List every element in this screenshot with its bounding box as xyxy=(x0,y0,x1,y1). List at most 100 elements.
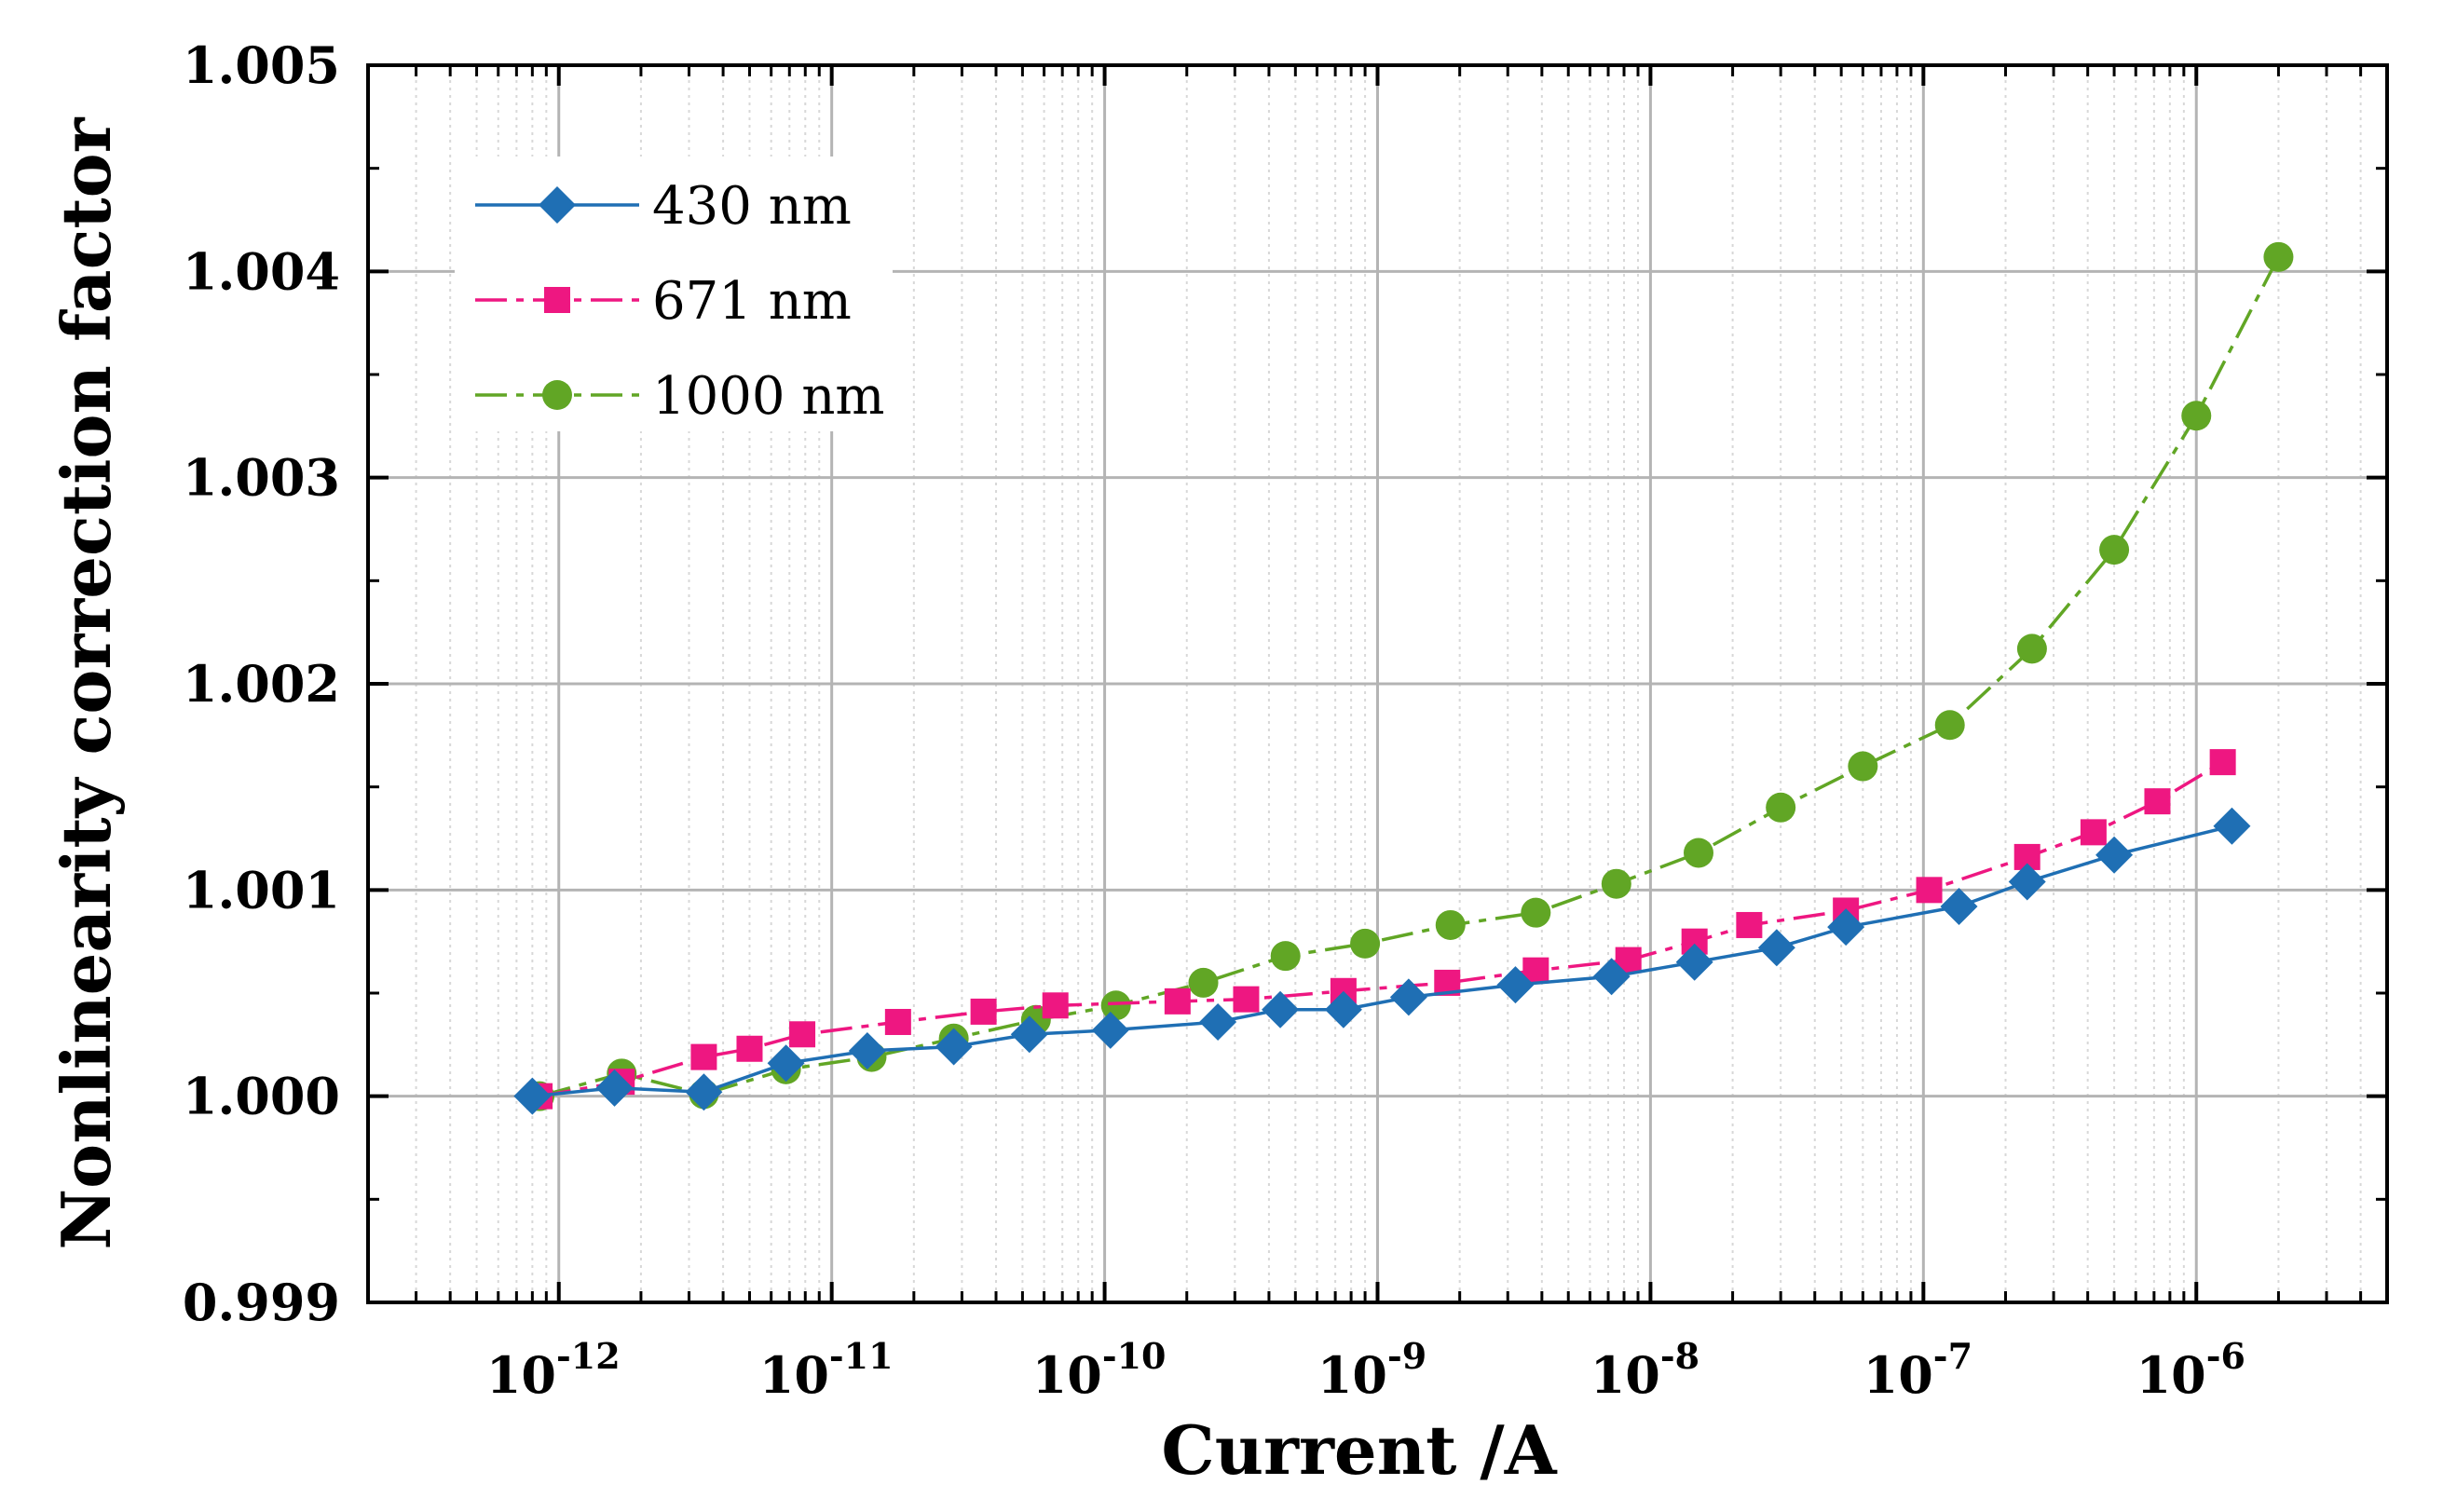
data-point-671-nm xyxy=(2080,819,2107,846)
series-1000-nm xyxy=(525,241,2294,1111)
x-tick-base: 10 xyxy=(1032,1345,1102,1405)
data-point-430-nm xyxy=(1091,1011,1129,1049)
data-point-1000-nm xyxy=(1934,710,1965,741)
x-tick-base: 10 xyxy=(486,1345,556,1405)
data-point-1000-nm xyxy=(1601,868,1631,899)
legend-marker-430-nm xyxy=(539,186,576,224)
x-tick-label: 10-6 xyxy=(2136,1335,2245,1405)
x-tick-base: 10 xyxy=(2136,1345,2206,1405)
data-point-671-nm xyxy=(1916,877,1943,904)
x-tick-exponent: -7 xyxy=(1933,1335,1972,1377)
x-tick-base: 10 xyxy=(1863,1345,1933,1405)
data-point-1000-nm xyxy=(1521,897,1551,928)
x-axis-title: Current /A xyxy=(1161,1410,1557,1490)
y-tick-label: 1.002 xyxy=(183,654,340,714)
x-tick-exponent: -9 xyxy=(1387,1335,1426,1377)
data-point-1000-nm xyxy=(1350,928,1381,959)
data-point-1000-nm xyxy=(2016,633,2047,664)
data-point-430-nm xyxy=(1940,888,1978,926)
x-tick-exponent: -12 xyxy=(556,1335,621,1377)
x-tick-label: 10-10 xyxy=(1032,1335,1167,1405)
series-line-1000-nm xyxy=(539,255,2280,1098)
x-tick-exponent: -11 xyxy=(829,1335,894,1377)
series-layer xyxy=(513,241,2294,1115)
y-tick-label: 1.005 xyxy=(183,35,340,95)
data-point-671-nm xyxy=(1233,986,1260,1013)
data-point-430-nm xyxy=(1675,943,1713,981)
data-point-430-nm xyxy=(935,1028,973,1066)
y-tick-label: 1.001 xyxy=(183,860,340,919)
x-tick-labels: 10-12 10-11 10-10 10-9 10-8 10-7 10-6 xyxy=(486,1335,2245,1405)
x-tick-exponent: -8 xyxy=(1660,1335,1699,1377)
legend-background xyxy=(455,157,893,431)
x-tick-exponent: -6 xyxy=(2206,1335,2245,1377)
data-point-1000-nm xyxy=(1435,909,1466,940)
x-tick-label: 10-11 xyxy=(759,1335,894,1405)
y-tick-label: 1.003 xyxy=(183,448,340,508)
data-point-430-nm xyxy=(848,1031,886,1069)
data-point-430-nm xyxy=(685,1073,723,1111)
data-point-671-nm xyxy=(2209,749,2236,776)
data-point-430-nm xyxy=(1010,1015,1048,1054)
x-tick-base: 10 xyxy=(759,1345,829,1405)
data-point-1000-nm xyxy=(1100,990,1131,1021)
data-point-1000-nm xyxy=(2099,535,2130,565)
y-tick-label: 0.999 xyxy=(183,1273,340,1332)
data-point-430-nm xyxy=(1262,990,1300,1028)
data-point-430-nm xyxy=(1757,929,1795,967)
legend-label: 671 nm xyxy=(652,271,852,332)
data-point-430-nm xyxy=(2213,807,2251,845)
data-point-430-nm xyxy=(2008,863,2046,901)
data-point-671-nm xyxy=(884,1008,911,1035)
x-tick-label: 10-12 xyxy=(486,1335,621,1405)
y-tick-label: 1.000 xyxy=(183,1067,340,1126)
data-point-671-nm xyxy=(789,1021,816,1048)
x-tick-base: 10 xyxy=(1317,1345,1387,1405)
x-tick-exponent: -10 xyxy=(1102,1335,1167,1377)
y-axis-title: Nonlinearity correction factor xyxy=(47,116,126,1249)
data-point-671-nm xyxy=(2144,788,2171,815)
data-point-671-nm xyxy=(736,1035,763,1062)
data-point-671-nm xyxy=(1042,992,1069,1019)
y-tick-labels: 0.999 1.000 1.001 1.002 1.003 1.004 1.005 xyxy=(183,35,340,1332)
data-point-430-nm xyxy=(1496,966,1535,1004)
axis-ticks xyxy=(368,63,2389,1304)
legend-item-430-nm: 430 nm xyxy=(475,176,852,237)
series-430-nm xyxy=(513,807,2251,1115)
legend-label: 430 nm xyxy=(652,176,852,237)
data-point-671-nm xyxy=(1736,911,1763,938)
legend-label: 1000 nm xyxy=(652,366,884,427)
legend-marker-1000-nm xyxy=(542,380,572,410)
x-tick-label: 10-9 xyxy=(1317,1335,1426,1405)
data-point-671-nm xyxy=(1164,988,1191,1015)
series-line-671-nm xyxy=(539,760,2224,1098)
data-point-1000-nm xyxy=(2181,401,2212,431)
x-tick-base: 10 xyxy=(1590,1345,1660,1405)
data-point-430-nm xyxy=(767,1044,805,1083)
data-point-1000-nm xyxy=(1188,967,1219,998)
data-point-430-nm xyxy=(2095,836,2134,874)
data-point-1000-nm xyxy=(1848,751,1878,782)
series-671-nm xyxy=(526,749,2236,1110)
data-point-671-nm xyxy=(970,998,997,1025)
data-point-430-nm xyxy=(595,1069,634,1107)
data-point-1000-nm xyxy=(1683,838,1713,868)
data-point-1000-nm xyxy=(1270,941,1301,972)
x-tick-label: 10-7 xyxy=(1863,1335,1972,1405)
data-point-430-nm xyxy=(1592,958,1631,996)
data-point-430-nm xyxy=(513,1077,552,1115)
data-point-671-nm xyxy=(690,1043,717,1070)
data-point-430-nm xyxy=(1389,978,1427,1016)
data-point-430-nm xyxy=(1199,1002,1237,1041)
legend-marker-671-nm xyxy=(544,287,570,313)
y-tick-label: 1.004 xyxy=(183,241,340,301)
data-point-1000-nm xyxy=(2263,241,2294,272)
legend-item-1000-nm: 1000 nm xyxy=(475,366,884,427)
data-point-430-nm xyxy=(1827,908,1865,947)
legend: 430 nm 671 nm 1000 nm xyxy=(455,157,893,431)
x-tick-label: 10-8 xyxy=(1590,1335,1699,1405)
data-point-430-nm xyxy=(1324,990,1362,1028)
data-point-1000-nm xyxy=(1766,792,1796,823)
